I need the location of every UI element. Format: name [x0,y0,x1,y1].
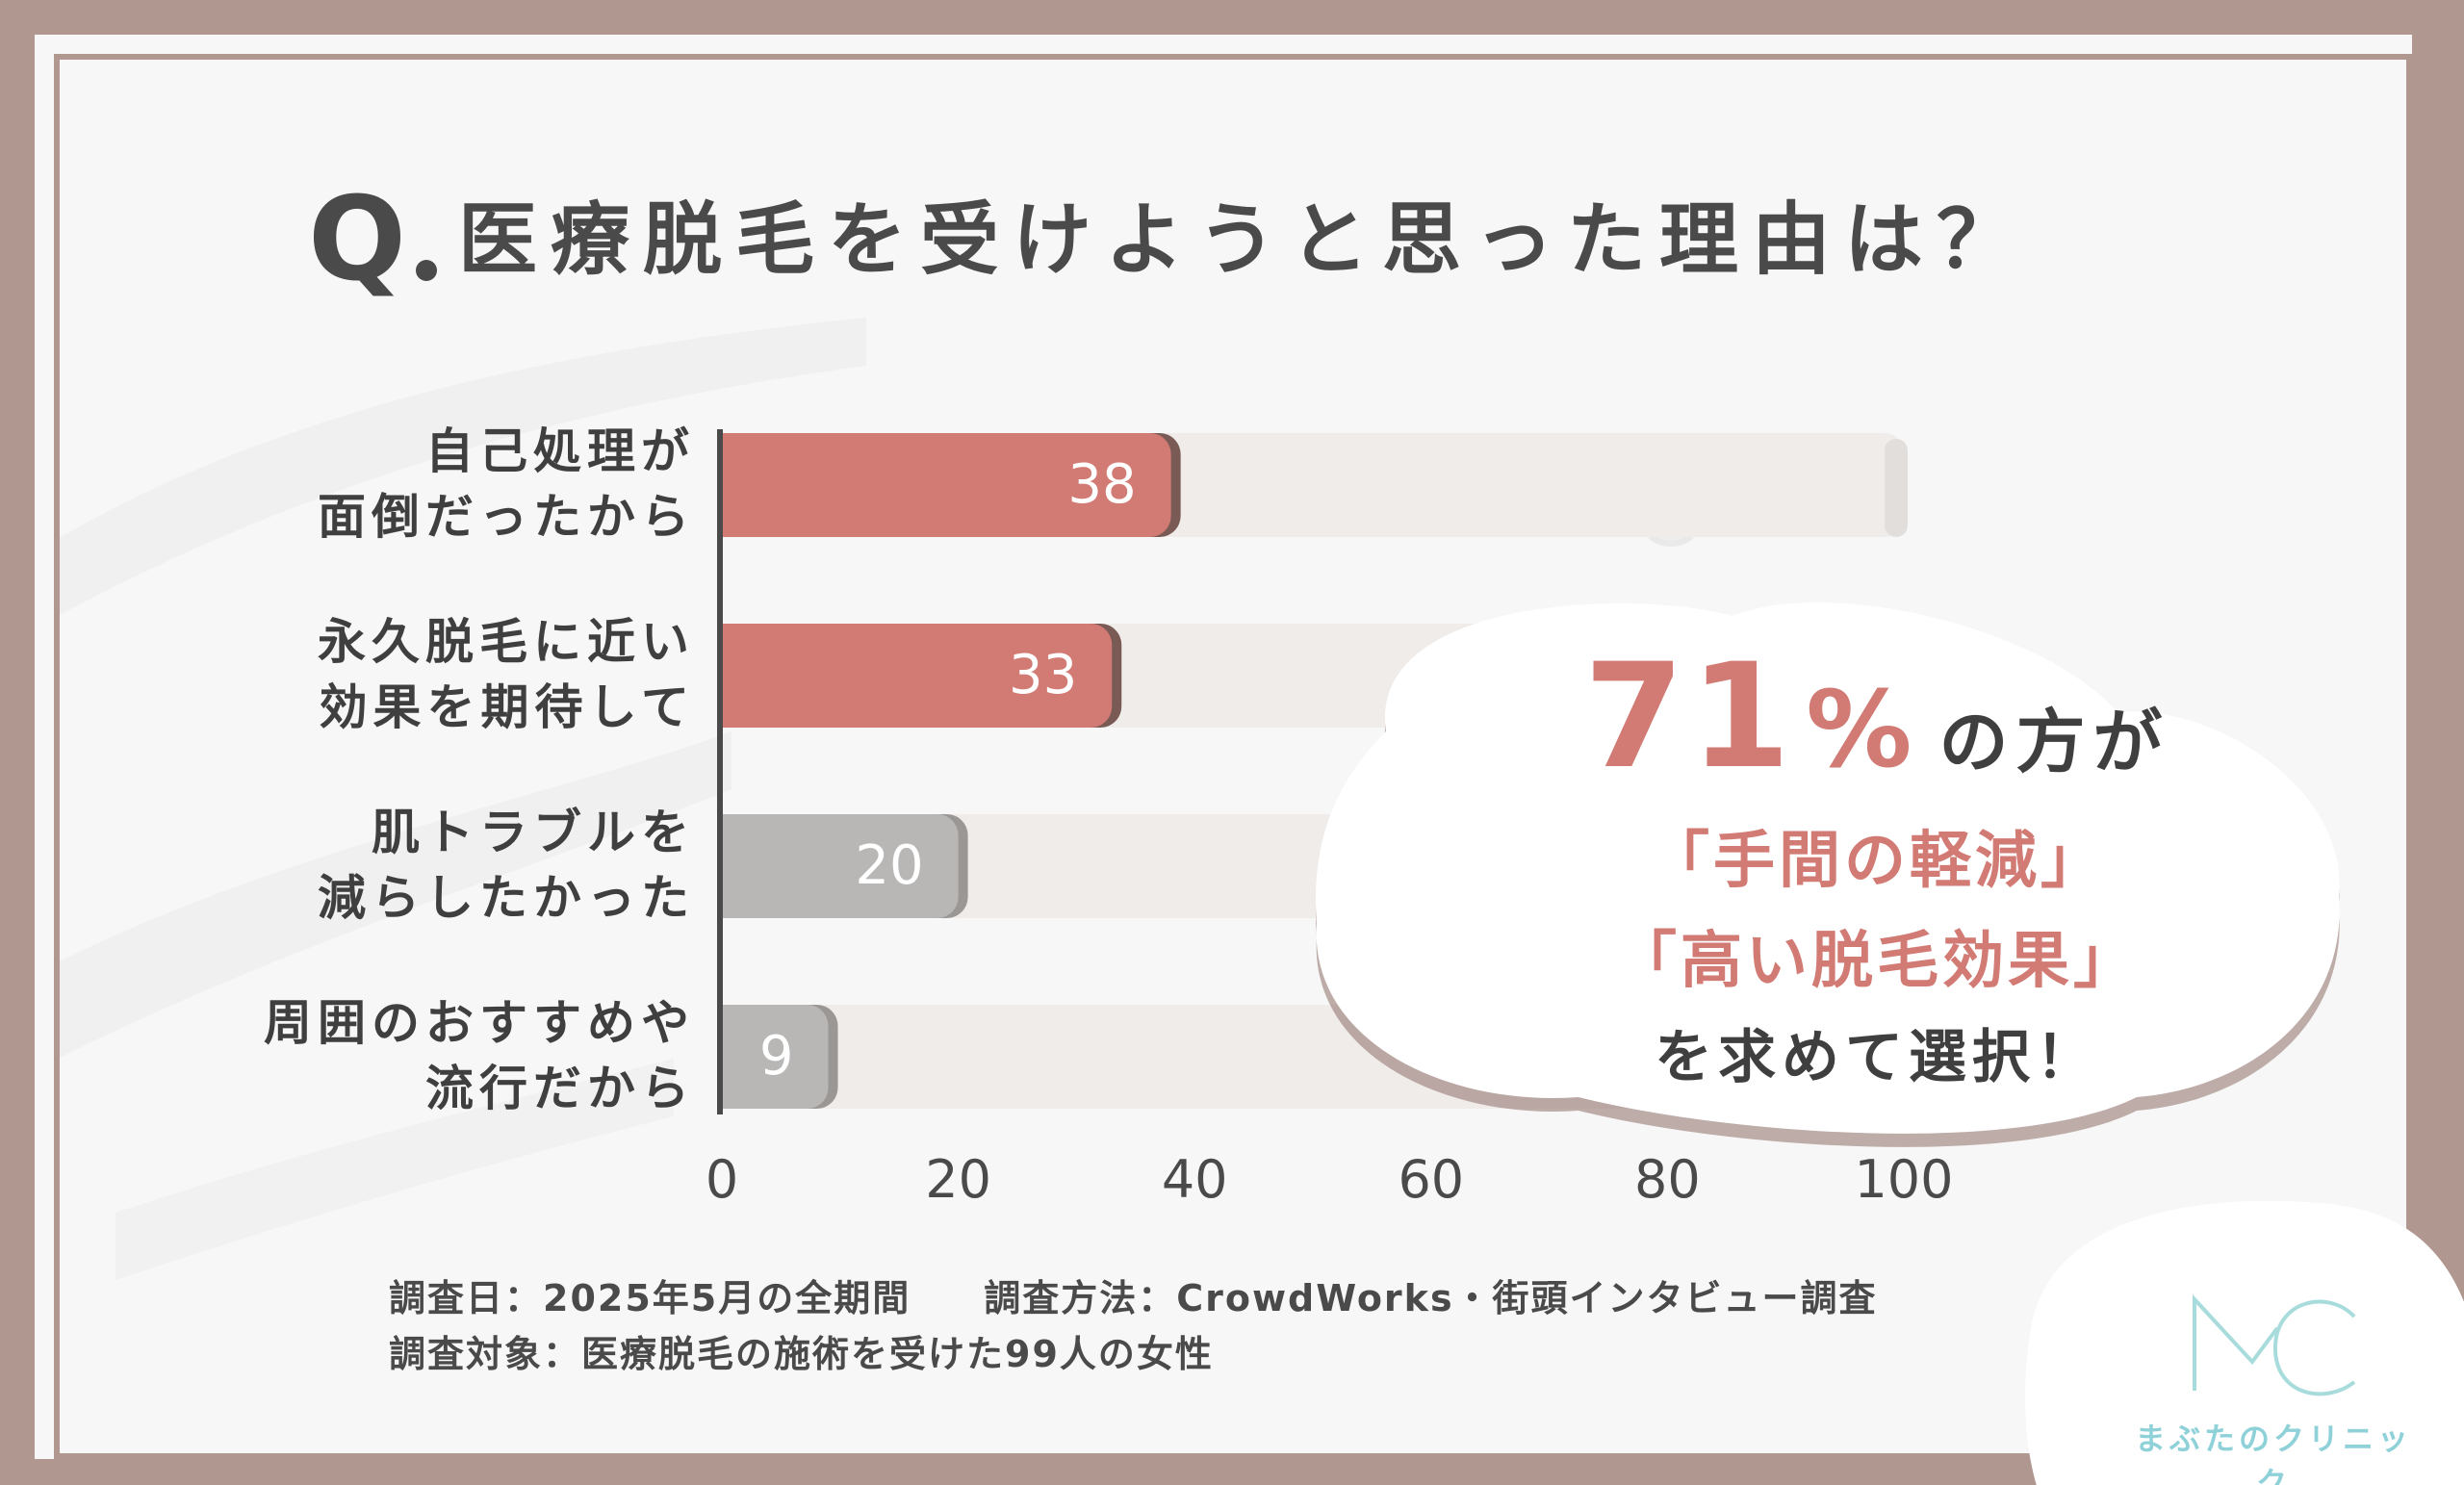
survey-target: 調査対象：医療脱毛の施術を受けた99人の女性 [389,1333,1214,1375]
bar-base [722,1005,751,1109]
bar-base [722,433,751,537]
x-tick-label: 0 [706,1149,738,1210]
page-title: Q 医療脱毛を受けようと思った理由は？ [308,154,2029,298]
clinic-logo [2025,1200,2464,1485]
bar-value-label: 33 [1009,644,1077,706]
title-dot [416,260,438,281]
bar-value-label: 38 [1067,453,1136,516]
callout-percent-sign: % [1806,668,1918,791]
survey-date: 調査日：2025年5月の全期間 [389,1277,911,1319]
bar-base [722,814,751,918]
mc-logo-mark [2193,1293,2356,1396]
category-label: 周囲のおすすめや [264,995,695,1051]
category-label: 肌トラブルを [372,805,695,860]
x-tick-label: 80 [1634,1149,1701,1210]
title-text: 医療脱毛を受けようと思った理由は？ [458,194,2030,286]
bar-value-label: 9 [759,1025,794,1088]
callout-line-1: 「手間の軽減」 [1648,826,2106,897]
bar-track-edge [1885,439,1908,537]
category-label: 流行だから [425,1061,695,1116]
category-label: 面倒だったから [318,489,695,545]
x-tick-label: 20 [925,1149,991,1210]
callout: 71 % の方が 「手間の軽減」 「高い脱毛効果」 を求めて選択！ [1424,635,2329,1104]
clinic-name: まぶたのクリニック [2134,1421,2412,1485]
x-tick-label: 40 [1162,1149,1228,1210]
bar [722,624,1113,728]
category-label: 自己処理が [425,423,695,479]
category-label: 効果を期待して [320,679,696,735]
survey-info: 調査日：2025年5月の全期間 調査方法：CrowdWorks・街頭インタビュー… [389,1270,1878,1382]
callout-suffix: の方が [1938,702,2170,782]
y-axis-line [717,429,723,1114]
callout-line-2: 「高い脱毛効果」 [1615,926,2139,997]
callout-line-3: を求めて選択！ [1655,1024,2099,1091]
bar-base [722,624,751,728]
callout-percent: 71 [1583,633,1797,801]
category-label: 減らしたかった [318,870,695,926]
bar-value-label: 20 [855,834,923,897]
title-q-mark: Q [308,173,409,307]
survey-method: 調査方法：CrowdWorks・街頭インタビュー調査 [984,1277,1878,1319]
bar [722,433,1171,537]
x-tick-label: 100 [1854,1149,1953,1210]
category-label: 永久脱毛に近い [318,614,695,670]
x-tick-label: 60 [1398,1149,1464,1210]
bar [722,814,959,918]
